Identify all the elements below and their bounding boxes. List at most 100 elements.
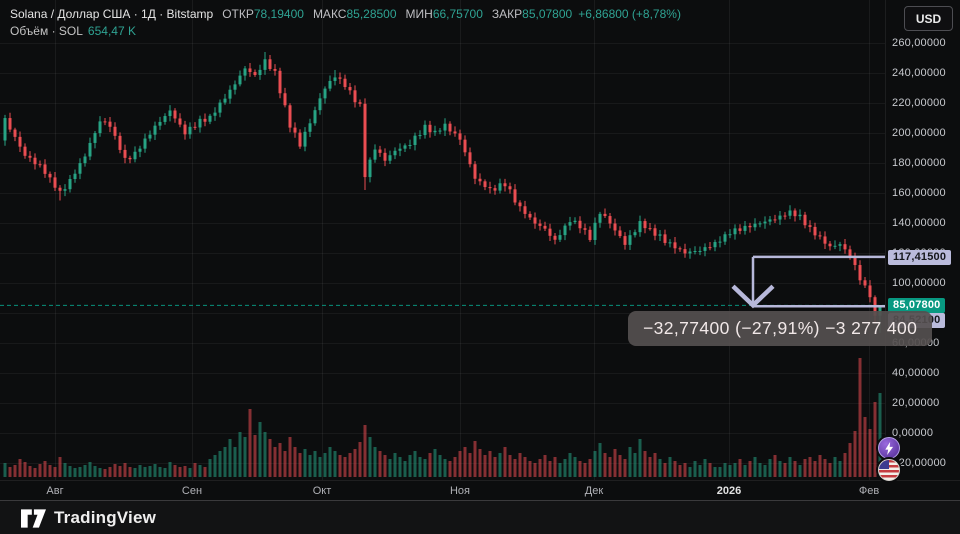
candle — [568, 216, 572, 231]
symbol-title[interactable]: Solana / Доллар США · 1Д · Bitstamp — [10, 7, 214, 21]
volume-bar — [783, 463, 787, 477]
volume-bar — [63, 463, 67, 477]
candle — [663, 229, 667, 246]
volume-bar — [168, 462, 172, 477]
price-tick: 40,00000 — [892, 367, 940, 379]
volume-bar — [283, 451, 287, 477]
volume-bar — [353, 449, 357, 477]
volume-bar — [818, 455, 822, 477]
volume-bar — [128, 467, 132, 477]
volume-bar — [573, 457, 577, 477]
candle — [148, 130, 152, 142]
candle — [508, 182, 512, 194]
volume-legend[interactable]: Объём · SOL 654,47 K — [10, 24, 136, 38]
candle — [448, 121, 452, 136]
candle — [718, 236, 722, 248]
candle — [688, 248, 692, 259]
volume-bar — [593, 451, 597, 477]
candle — [513, 184, 517, 206]
candle — [173, 108, 177, 123]
volume-bar — [178, 467, 182, 477]
volume-bar — [578, 461, 582, 477]
candle — [138, 145, 142, 158]
candle — [318, 93, 322, 115]
ohlc-label: МАКС — [312, 7, 347, 21]
price-axis[interactable]: 117,41500 85,07800 84,52100 260,00000240… — [885, 0, 960, 480]
volume-bar — [658, 459, 662, 477]
volume-bar — [328, 447, 332, 477]
volume-bar — [398, 457, 402, 477]
volume-bar — [488, 451, 492, 477]
candle — [768, 215, 772, 226]
candle — [73, 169, 77, 183]
time-tick-Авг: Авг — [46, 485, 64, 497]
volume-bar — [153, 464, 157, 477]
candlestick-chart[interactable] — [0, 0, 885, 481]
symbol-legend[interactable]: Solana / Доллар США · 1Д · Bitstamp ОТКР7… — [10, 7, 681, 22]
candle — [843, 238, 847, 254]
volume-bar — [308, 455, 312, 477]
currency-toggle-button[interactable]: USD — [904, 6, 953, 31]
volume-bar — [278, 443, 282, 477]
candle — [178, 113, 182, 128]
volume-bar — [263, 432, 267, 477]
volume-bar — [553, 457, 557, 477]
volume-bar — [518, 453, 522, 477]
candle — [503, 178, 507, 192]
candle — [368, 157, 372, 183]
candle — [3, 114, 7, 146]
candle — [258, 64, 262, 80]
candle — [868, 280, 872, 303]
price-tick: 140,00000 — [892, 217, 946, 229]
volume-bar — [713, 467, 717, 477]
candle — [558, 229, 562, 242]
tradingview-logo[interactable]: TradingView — [21, 508, 156, 528]
volume-bar — [258, 422, 262, 477]
volume-bar — [233, 447, 237, 477]
candle — [788, 205, 792, 220]
volume-bar — [688, 467, 692, 477]
volume-bar — [453, 457, 457, 477]
candle — [218, 99, 222, 118]
volume-bar — [493, 457, 497, 477]
volume-bar — [273, 447, 277, 477]
candle — [203, 113, 207, 127]
volume-bar — [558, 463, 562, 477]
volume-bar — [8, 467, 12, 477]
us-flag-event-icon[interactable] — [878, 459, 900, 481]
volume-bar — [473, 441, 477, 477]
candle — [683, 243, 687, 258]
volume-bar — [648, 457, 652, 477]
volume-bar — [378, 451, 382, 477]
volume-bar — [828, 463, 832, 477]
volume-bar — [123, 463, 127, 477]
candle — [163, 113, 167, 125]
volume-bar — [768, 459, 772, 477]
lightning-event-icon[interactable] — [878, 437, 900, 459]
candle — [53, 172, 57, 191]
candle — [168, 105, 172, 122]
price-range-tool[interactable] — [731, 255, 885, 309]
volume-bar — [868, 429, 872, 477]
volume-bar — [628, 447, 632, 477]
candle — [823, 231, 827, 250]
volume-bar — [148, 466, 152, 477]
candle — [328, 75, 332, 92]
candle — [473, 161, 477, 185]
time-axis[interactable]: Авг Сен Окт Ноя Дек 2026 Фев — [0, 480, 960, 501]
candle — [748, 222, 752, 233]
volume-bar — [238, 432, 242, 477]
volume-bar — [428, 453, 432, 477]
volume-bar — [533, 463, 537, 477]
candle — [573, 217, 577, 225]
volume-bar — [418, 457, 422, 477]
volume-bar — [598, 443, 602, 477]
measure-tooltip[interactable]: −32,77400 (−27,91%) −3 277 400 — [628, 311, 933, 346]
candle — [68, 175, 72, 193]
volume-bar — [733, 463, 737, 477]
volume-bar — [743, 465, 747, 477]
candle — [433, 125, 437, 136]
candle — [248, 63, 252, 77]
volume-bar — [528, 461, 532, 477]
down-arrow-icon — [731, 284, 775, 309]
